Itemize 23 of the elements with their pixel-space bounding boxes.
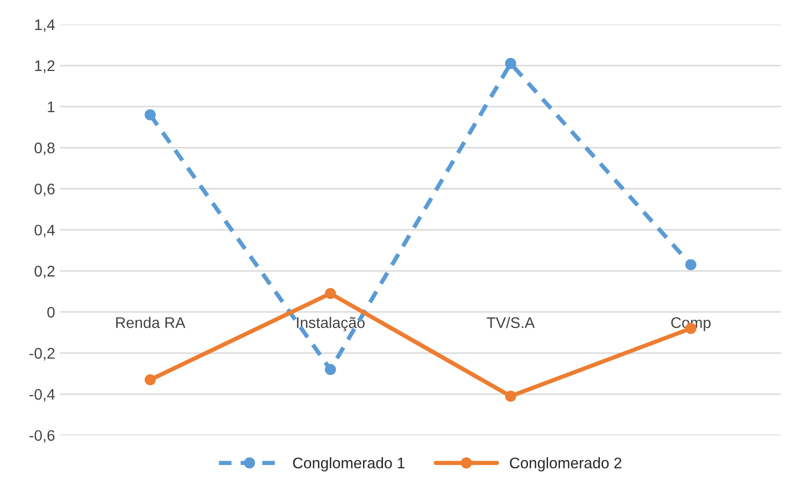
y-tick-label: -0,6 (30, 430, 55, 443)
y-tick-label: -0,2 (30, 348, 54, 361)
y-tick-label: 0,8 (34, 142, 55, 156)
point (505, 58, 516, 70)
y-tick-label: 1,2 (35, 60, 54, 74)
point (144, 374, 156, 386)
y-tick-label: 1,4 (35, 19, 55, 32)
point (505, 390, 516, 402)
y-tick-label: -0,4 (30, 389, 55, 402)
point (144, 109, 156, 120)
y-tick-label: 1 (48, 102, 54, 112)
point (685, 259, 696, 270)
x-tick-label: TV/S.A (486, 316, 535, 328)
x-tick-label: Renda RA (116, 316, 186, 328)
legend-label: Conglomerado 1 (293, 457, 405, 472)
x-tick-label: Instalação (297, 316, 365, 332)
point (324, 288, 336, 300)
point (324, 364, 336, 376)
y-tick-label: 0,2 (34, 266, 54, 278)
y-tick-label: 0,4 (34, 224, 55, 238)
y-tick-label: 0,6 (34, 184, 55, 196)
legend-label: Conglomerado 2 (510, 457, 622, 472)
y-tick-label: 0 (47, 306, 55, 318)
